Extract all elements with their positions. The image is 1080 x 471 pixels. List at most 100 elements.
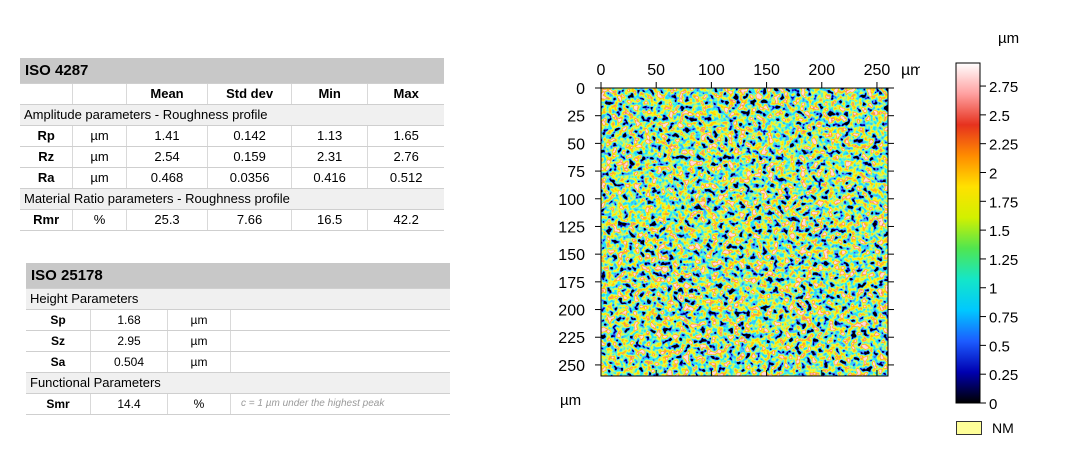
param-cell: Rz xyxy=(20,146,74,168)
map-frame xyxy=(600,87,889,377)
colorbar-unit: µm xyxy=(998,30,1020,47)
param-cell: Sa xyxy=(26,351,91,373)
std-dev-cell: 0.159 xyxy=(207,146,292,168)
y-tick-label: 200 xyxy=(558,303,585,320)
min-cell: 0.416 xyxy=(291,167,369,189)
not-measured-swatch xyxy=(956,421,982,435)
iso25178-title-row: ISO 25178 xyxy=(26,263,450,289)
param-cell: Smr xyxy=(26,393,91,415)
column-header xyxy=(20,83,74,105)
iso25178-title: ISO 25178 xyxy=(26,263,450,289)
iso25178-table: ISO 25178 Height Parameters Sp 1.68 µm Sz 2.95… xyxy=(26,263,450,415)
table-row: Rmr% 25.3 7.66 16.5 42.2 xyxy=(20,209,444,231)
y-tick-label: 50 xyxy=(567,136,585,153)
note-cell xyxy=(230,309,450,331)
section-label: Height Parameters xyxy=(26,288,450,310)
std-dev-cell: 0.0356 xyxy=(207,167,292,189)
iso4287-header-row: Mean Std dev Min Max xyxy=(20,83,444,105)
max-cell: 2.76 xyxy=(367,146,444,168)
unit-cell: µm xyxy=(167,309,231,331)
table-row: Rz µm 2.54 0.159 2.31 2.76 xyxy=(20,146,444,168)
colorbar-tick-label: 1.5 xyxy=(989,223,1010,240)
x-tick-label: 150 xyxy=(753,62,780,79)
table-row: Ra µm 0.468 0.0356 0.416 0.512 xyxy=(20,167,444,189)
x-tick-label: 0 xyxy=(597,62,606,79)
std-dev-cell: 7.66 xyxy=(207,209,292,231)
note-cell xyxy=(230,351,450,373)
table-row: Smr 14.4% c = 1 µm under the highest peak xyxy=(26,393,450,415)
y-tick-label: 150 xyxy=(558,247,585,264)
table-row: Rp µm 1.41 0.142 1.13 1.65 xyxy=(20,125,444,147)
colorbar-tick-label: 0.25 xyxy=(989,367,1018,384)
mean-cell: 2.54 xyxy=(126,146,209,168)
iso4287-title-row: ISO 4287 xyxy=(20,58,444,84)
y-tick-label: 225 xyxy=(558,330,585,347)
mean-cell: 25.3 xyxy=(126,209,209,231)
y-axis-unit: µm xyxy=(560,392,582,409)
min-cell: 1.13 xyxy=(291,125,369,147)
colorbar-tick-label: 2 xyxy=(989,165,997,182)
y-tick-label: 100 xyxy=(558,192,585,209)
mean-cell: 1.41 xyxy=(126,125,209,147)
colorbar-tick-label: 2.5 xyxy=(989,108,1010,125)
x-tick-label: 250 xyxy=(864,62,891,79)
y-tick-label: 250 xyxy=(558,358,585,375)
table-row: Sp 1.68 µm xyxy=(26,309,450,331)
x-axis-unit: µm xyxy=(901,62,920,79)
param-cell: Sp xyxy=(26,309,91,331)
value-cell: 0.504 xyxy=(90,351,168,373)
colorbar-tick-label: 0.75 xyxy=(989,310,1018,327)
note-cell xyxy=(230,330,450,352)
x-tick-label: 50 xyxy=(647,62,665,79)
max-cell: 42.2 xyxy=(367,209,444,231)
not-measured-label: NM xyxy=(992,420,1014,436)
colorbar-tick-label: 2.75 xyxy=(989,79,1018,96)
colorbar-tick-label: 0 xyxy=(989,396,997,413)
surface-height-map: 0 50 100 150 200 250 µm 0 25 50 75 100 125 150 175 200 2… xyxy=(558,62,920,377)
column-header: Min xyxy=(291,83,369,105)
section-header: Functional Parameters xyxy=(26,372,450,394)
iso4287-title: ISO 4287 xyxy=(20,58,444,84)
y-tick-label: 25 xyxy=(567,109,585,126)
std-dev-cell: 0.142 xyxy=(207,125,292,147)
y-tick-label: 0 xyxy=(576,81,585,98)
y-tick-label: 75 xyxy=(567,164,585,181)
section-label: Functional Parameters xyxy=(26,372,450,394)
section-header: Height Parameters xyxy=(26,288,450,310)
colorbar-tick-label: 0.5 xyxy=(989,338,1010,355)
unit-cell: % xyxy=(167,393,231,415)
min-cell: 2.31 xyxy=(291,146,369,168)
y-tick-label: 125 xyxy=(558,219,585,236)
section-header: Amplitude parameters - Roughness profile xyxy=(20,104,444,126)
colorbar-tick-label: 1.75 xyxy=(989,194,1018,211)
height-map-image xyxy=(601,88,888,376)
column-header: Std dev xyxy=(207,83,292,105)
value-cell: 1.68 xyxy=(90,309,168,331)
section-header: Material Ratio parameters - Roughness pr… xyxy=(20,188,444,210)
param-cell: Rmr xyxy=(20,209,74,231)
x-tick-label: 100 xyxy=(698,62,725,79)
unit-cell: µm xyxy=(72,146,127,168)
param-cell: Sz xyxy=(26,330,91,352)
mean-cell: 0.468 xyxy=(126,167,209,189)
table-row: Sz 2.95 µm xyxy=(26,330,450,352)
y-tick-label: 175 xyxy=(558,275,585,292)
color-scale-bar: 2.75 2.5 2.25 2 1.75 1.5 1.25 1 0.75 0.5 0.25 0 xyxy=(955,62,1018,413)
colorbar-tick-label: 1 xyxy=(989,281,997,298)
unit-cell: µm xyxy=(72,125,127,147)
note-cell: c = 1 µm under the highest peak xyxy=(230,393,450,415)
value-cell: 14.4 xyxy=(90,393,168,415)
unit-cell: µm xyxy=(72,167,127,189)
param-cell: Rp xyxy=(20,125,74,147)
column-header: Max xyxy=(367,83,444,105)
max-cell: 1.65 xyxy=(367,125,444,147)
param-cell: Ra xyxy=(20,167,74,189)
unit-cell: % xyxy=(72,209,127,231)
section-label: Material Ratio parameters - Roughness pr… xyxy=(20,188,444,210)
unit-cell: µm xyxy=(167,351,231,373)
value-cell: 2.95 xyxy=(90,330,168,352)
unit-cell: µm xyxy=(167,330,231,352)
x-tick-label: 200 xyxy=(808,62,835,79)
color-gradient xyxy=(955,62,981,404)
section-label: Amplitude parameters - Roughness profile xyxy=(20,104,444,126)
